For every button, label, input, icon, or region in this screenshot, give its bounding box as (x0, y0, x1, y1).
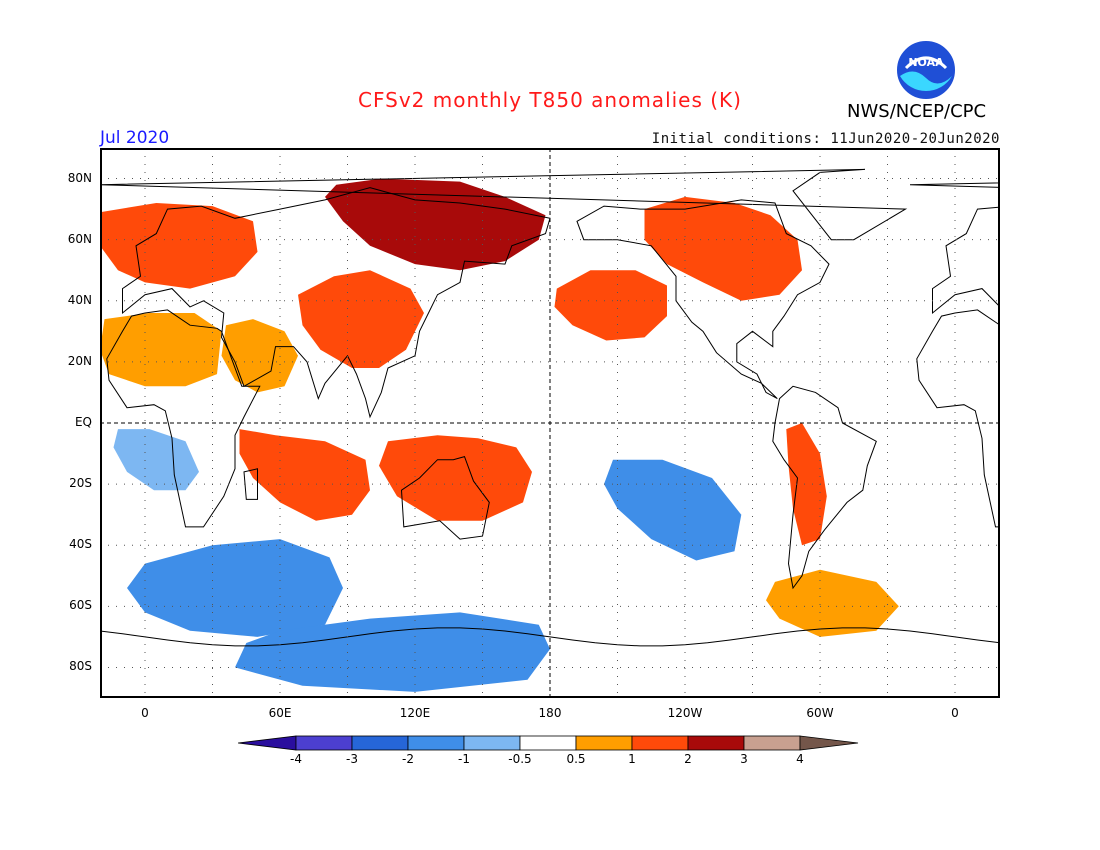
anomaly-regions (100, 178, 899, 692)
colorbar-swatch (575, 735, 633, 751)
continent-outlines (100, 168, 1000, 647)
colorbar-label: -1 (458, 752, 470, 766)
colorbar-swatch (463, 735, 521, 751)
longitude-label: 180 (538, 706, 562, 720)
colorbar (238, 735, 859, 751)
valid-month-label: Jul 2020 (100, 128, 170, 148)
anomaly-region (604, 459, 742, 561)
anomaly-region (100, 313, 222, 387)
logo-text: NOAA (908, 56, 944, 69)
colorbar-swatch (407, 735, 465, 751)
latitude-label: 60S (69, 598, 92, 613)
longitude-label: 60E (268, 706, 292, 720)
latitude-label: 20S (69, 476, 92, 491)
anomaly-region (644, 196, 802, 301)
colorbar-label: 4 (796, 752, 804, 766)
continent-outline (243, 468, 258, 500)
colorbar-swatch (519, 735, 577, 751)
latitude-label: 80S (69, 659, 92, 674)
colorbar-label: 2 (684, 752, 692, 766)
anomaly-region (113, 429, 199, 491)
initial-conditions-label: Initial conditions: 11Jun2020-20Jun2020 (651, 131, 1000, 147)
map-panel (100, 148, 1000, 698)
noaa-logo: NOAA (895, 39, 957, 101)
colorbar-low-arrow (238, 735, 297, 751)
latitude-label: 40S (69, 537, 92, 552)
anomaly-map (100, 148, 1000, 698)
map-frame (100, 148, 1000, 698)
agency-label: NWS/NCEP/CPC (847, 101, 987, 122)
latitude-label: 40N (67, 292, 92, 307)
anomaly-region (235, 612, 550, 692)
colorbar-label: 3 (740, 752, 748, 766)
colorbar-label: -3 (346, 752, 358, 766)
anomaly-region (325, 178, 546, 271)
colorbar-swatch (743, 735, 801, 751)
colorbar-swatch (631, 735, 689, 751)
anomaly-region (239, 429, 370, 521)
map-title: CFSv2 monthly T850 anomalies (K) (358, 88, 742, 112)
colorbar-swatch (351, 735, 409, 751)
latitude-label: 80N (67, 170, 92, 185)
longitude-label: 120W (667, 706, 703, 720)
colorbar-high-arrow (799, 735, 859, 751)
colorbar-label: 1 (628, 752, 636, 766)
anomaly-region (379, 435, 532, 521)
longitude-label: 0 (951, 706, 959, 720)
colorbar-label: -4 (290, 752, 302, 766)
anomaly-region (786, 423, 827, 546)
colorbar-label: -0.5 (508, 752, 532, 766)
antarctic-coastline (100, 627, 1000, 647)
colorbar-swatch (687, 735, 745, 751)
continent-outline (400, 455, 490, 540)
latitude-label: 60N (67, 231, 92, 246)
longitude-label: 120E (399, 706, 431, 720)
anomaly-region (766, 569, 899, 637)
continent-outline (916, 309, 1000, 528)
colorbar-label: -2 (402, 752, 414, 766)
anomaly-region (127, 539, 343, 637)
latitude-label: 20N (67, 353, 92, 368)
continent-outline (122, 187, 551, 419)
colorbar-label: 0.5 (566, 752, 586, 766)
latitude-label: EQ (74, 415, 92, 429)
anomaly-region (298, 270, 424, 368)
continent-outline (106, 309, 261, 528)
anomaly-region (221, 319, 298, 393)
longitude-label: 0 (141, 706, 149, 720)
longitude-label: 60W (806, 706, 834, 720)
anomaly-region (554, 270, 667, 341)
continent-outline (772, 385, 877, 590)
continent-outline (100, 168, 908, 241)
colorbar-swatch (295, 735, 353, 751)
